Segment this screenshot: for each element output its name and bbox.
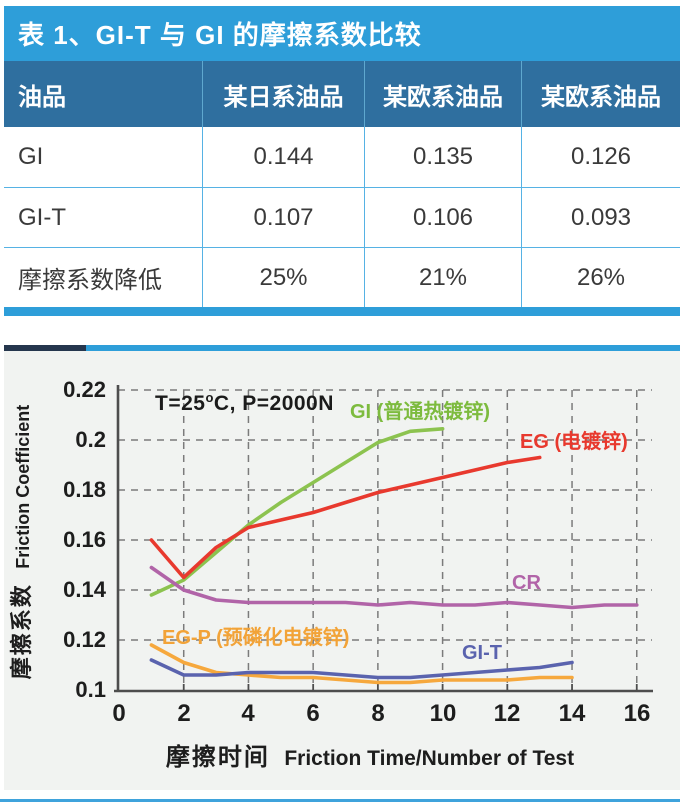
- row-label: GI-T: [4, 187, 202, 247]
- table-row: GI 0.144 0.135 0.126: [4, 127, 680, 187]
- x-tick: 0: [112, 700, 126, 727]
- x-axis-title: 摩擦时间 Friction Time/Number of Test: [90, 737, 650, 772]
- test-conditions-annotation: T=25oC, P=2000N: [155, 390, 334, 415]
- cell-value: 0.106: [364, 187, 521, 247]
- column-header-eu-oil-1: 某欧系油品: [364, 61, 521, 127]
- x-tick: 14: [558, 700, 586, 727]
- x-tick: 2: [177, 700, 191, 727]
- y-tick: 0.22: [63, 377, 106, 402]
- y-tick: 0.16: [63, 527, 106, 552]
- row-label: GI: [18, 143, 44, 170]
- line-plot: [114, 385, 653, 693]
- cell-value: 0.093: [521, 187, 680, 247]
- friction-table: 表 1、GI-T 与 GI 的摩擦系数比较 油品 某日系油品 某欧系油品 某欧系…: [4, 6, 680, 316]
- x-axis-title-zh: 摩擦时间: [165, 744, 270, 771]
- y-tick: 0.1: [75, 677, 106, 702]
- cell-value: 0.107: [202, 187, 364, 247]
- series-label-gi-t: GI-T: [462, 642, 502, 664]
- cell-value: 0.144: [202, 127, 364, 187]
- column-header-jp-oil: 某日系油品: [202, 61, 364, 127]
- cell-value: 25%: [202, 247, 364, 307]
- chart-top-border-dark: [4, 345, 86, 351]
- table-row: 摩擦系数降低 25% 21% 26%: [4, 247, 680, 307]
- x-tick: 8: [371, 700, 385, 727]
- series-label-gi: GI (普通热镀锌): [350, 401, 490, 423]
- cell-value: 21%: [364, 247, 521, 307]
- x-tick: 16: [623, 700, 651, 727]
- table-bottom-bar: [4, 307, 680, 316]
- y-tick: 0.12: [63, 627, 106, 652]
- table-header-row: 油品 某日系油品 某欧系油品 某欧系油品: [4, 61, 680, 127]
- cell-value: 0.135: [364, 127, 521, 187]
- x-axis-title-en: Friction Time/Number of Test: [284, 747, 575, 770]
- x-tick: 6: [306, 700, 320, 727]
- series-label-eg-p: EG-P (预磷化电镀锌): [162, 627, 350, 649]
- table-row: GI-T 0.107 0.106 0.093: [4, 187, 680, 247]
- y-tick: 0.18: [63, 477, 106, 502]
- y-axis-title-en: Friction Coefficient: [13, 404, 33, 569]
- column-header-eu-oil-2: 某欧系油品: [521, 61, 680, 127]
- chart-top-border-blue: [86, 345, 680, 351]
- series-label-cr: CR: [512, 572, 541, 594]
- x-tick: 4: [241, 700, 255, 727]
- chart-background: [4, 345, 680, 790]
- y-tick: 0.14: [63, 577, 106, 602]
- cell-value: 26%: [521, 247, 680, 307]
- series-label-eg: EG (电镀锌): [520, 431, 628, 453]
- friction-chart: 0.22 0.2 0.18 0.16 0.14 0.12 0.1 0 2 4 6…: [0, 345, 680, 806]
- y-axis-title: 摩擦系数 Friction Coefficient: [4, 362, 36, 722]
- y-tick: 0.2: [75, 427, 106, 452]
- section-divider-rule: [0, 799, 680, 802]
- column-header-oil: 油品: [18, 83, 66, 111]
- y-axis-title-zh: 摩擦系数: [9, 583, 34, 680]
- x-tick: 10: [429, 700, 457, 727]
- row-label: 摩擦系数降低: [4, 247, 202, 307]
- table-title: 表 1、GI-T 与 GI 的摩擦系数比较: [4, 6, 680, 61]
- cell-value: 0.126: [521, 127, 680, 187]
- x-tick: 12: [493, 700, 521, 727]
